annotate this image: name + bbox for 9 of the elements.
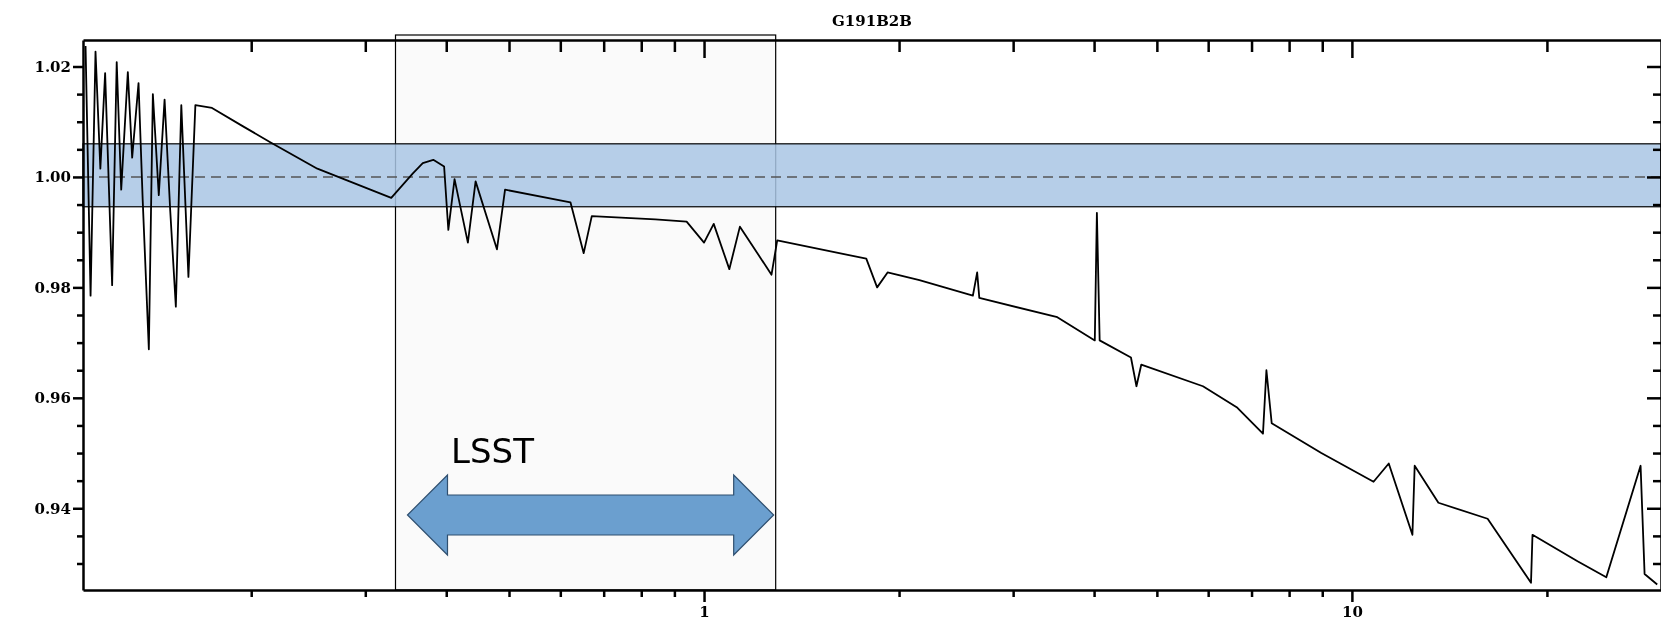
y-tick-label: 0.96	[34, 389, 71, 408]
y-tick-label: 0.94	[34, 499, 71, 518]
y-tick-label: 1.02	[34, 57, 71, 76]
x-tick-label: 1	[699, 602, 710, 621]
y-tick-label: 0.98	[34, 278, 71, 297]
band-label: LSST	[451, 431, 535, 471]
chart-title: G191B2B	[832, 12, 912, 30]
y-tick-label: 1.00	[34, 168, 71, 187]
x-tick-label: 10	[1341, 602, 1363, 621]
